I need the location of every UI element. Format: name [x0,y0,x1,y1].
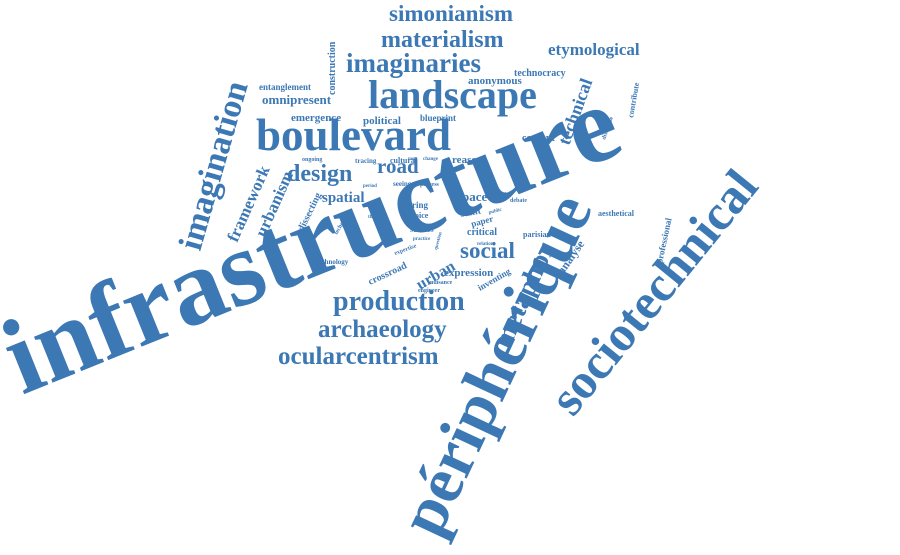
word-road: road [377,154,419,178]
word-nuisance: nuisance [430,280,453,286]
word-question: question [434,232,444,251]
word-space: space [457,189,488,204]
word-period: period [363,184,377,189]
word-thesis: thesis [368,215,380,220]
word-city: city [452,192,460,197]
word-wall: wall [484,185,494,190]
word-social: social [460,238,515,263]
word-aesthetical: aesthetical [598,209,635,218]
word-construction: construction [327,41,338,95]
word-saint: saint [460,205,483,220]
word-process: process [420,182,440,188]
word-production: production [333,286,465,317]
word-anonymous: anonymous [468,75,523,87]
word-public: public [488,207,503,215]
word-blueprint: blueprint [420,113,456,123]
word-tracing: tracing [355,157,377,165]
word-imaginaries: imaginaries [346,48,481,78]
word-ongoing: ongoing [302,157,322,163]
word-critical: critical [467,227,497,238]
word-concept: concept [522,133,555,144]
word-design: design [287,161,352,187]
word-practice: practice [413,237,431,242]
word-materialism: materialism [381,27,504,53]
word-etymological: etymological [548,40,640,59]
word-solution: solution [342,224,359,229]
word-boulevard: boulevard [256,110,451,160]
word-parisian: parisian [523,230,552,239]
word-omnipresent: omnipresent [262,92,332,107]
word-debate: debate [510,198,527,204]
word-choice: choice [407,211,429,220]
word-ring: ring [412,200,429,210]
word-engineer: engineer [418,288,440,294]
word-technology: technology [316,258,349,266]
word-archaeology: archaeology [318,316,447,343]
word-entanglement: entanglement [259,82,311,92]
word-simonianism: simonianism [389,1,513,26]
word-spatial: spatial [322,190,365,206]
word-technocracy: technocracy [514,68,566,79]
word-role: role [450,167,459,172]
word-contribute: contribute [626,81,641,118]
word-ocularcentrism: ocularcentrism [278,343,439,370]
word-note: note [408,157,418,162]
word-political: political [363,115,401,127]
word-cultural: cultural [390,156,418,165]
word-emergence: emergence [291,112,341,124]
word-studies: studies [410,225,434,234]
word-reason: reason [452,154,483,166]
word-change: change [423,157,439,162]
word-relation: relation [477,242,494,247]
word-expression: expression [444,267,493,279]
word-seeing: seeing [393,180,412,188]
word-landscape: landscape [368,72,537,117]
